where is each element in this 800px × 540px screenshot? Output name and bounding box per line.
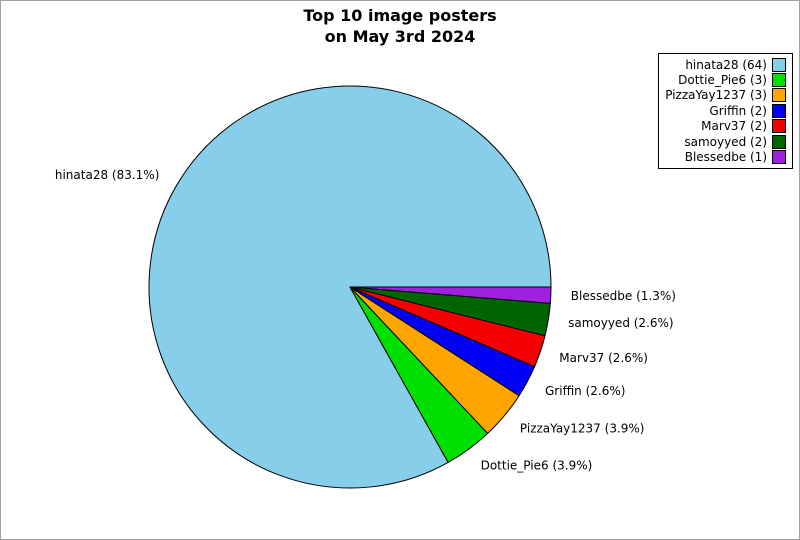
legend-item-label: Blessedbe (1) [684,150,767,165]
legend-item-label: Dottie_Pie6 (3) [678,73,767,88]
legend: hinata28 (64) Dottie_Pie6 (3) PizzaYay1237… [658,53,793,169]
pie-label-Marv37: Marv37 (2.6%) [559,351,648,365]
pie-label-Dottie_Pie6: Dottie_Pie6 (3.9%) [481,458,593,472]
legend-item-label: Griffin (2) [709,103,767,118]
legend-color-swatch [772,119,786,134]
chart-title: Top 10 image posters on May 3rd 2024 [1,5,799,47]
legend-item-label: hinata28 (64) [685,57,767,72]
legend-item-hinata28: hinata28 (64) [665,57,786,72]
legend-item-PizzaYay1237: PizzaYay1237 (3) [665,88,786,103]
legend-item-label: PizzaYay1237 (3) [665,88,767,103]
legend-item-Dottie_Pie6: Dottie_Pie6 (3) [665,72,786,88]
legend-color-swatch [772,57,786,72]
legend-color-swatch [772,103,786,118]
legend-item-Blessedbe: Blessedbe (1) [665,149,786,165]
pie-label-Blessedbe: Blessedbe (1.3%) [571,289,676,303]
legend-color-swatch [772,150,786,165]
chart-title-line-1: Top 10 image posters [303,6,497,25]
legend-item-Griffin: Griffin (2) [665,103,786,118]
legend-item-label: Marv37 (2) [701,119,767,134]
pie-label-hinata28: hinata28 (83.1%) [55,168,160,182]
legend-item-samoyyed: samoyyed (2) [665,134,786,149]
legend-item-Marv37: Marv37 (2) [665,119,786,134]
legend-color-swatch [772,88,786,103]
pie-label-samoyyed: samoyyed (2.6%) [568,316,674,330]
legend-color-swatch [772,134,786,149]
pie-slice-Blessedbe [349,286,552,304]
pie-label-PizzaYay1237: PizzaYay1237 (3.9%) [520,421,645,435]
legend-item-label: samoyyed (2) [684,134,767,149]
pie-label-Griffin: Griffin (2.6%) [545,384,625,398]
legend-color-swatch [772,73,786,88]
chart-title-line-2: on May 3rd 2024 [324,27,476,46]
